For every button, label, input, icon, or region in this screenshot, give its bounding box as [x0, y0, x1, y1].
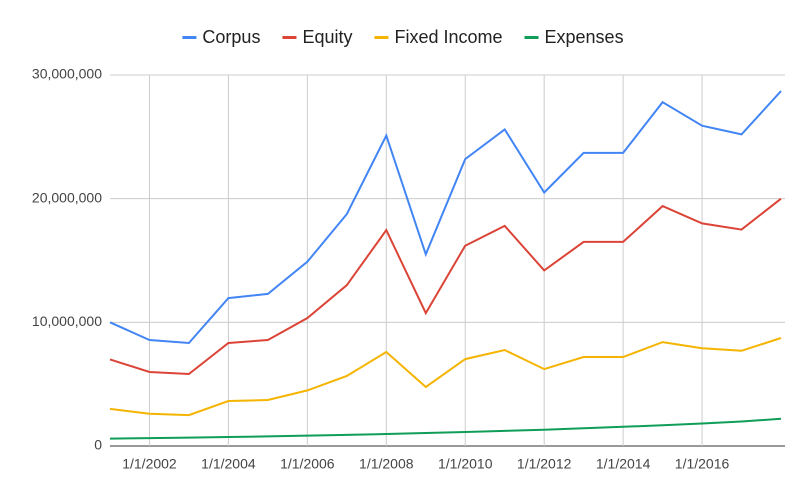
x-tick-label: 1/1/2002 — [122, 456, 177, 472]
series-line — [109, 417, 782, 440]
legend-label: Expenses — [545, 27, 624, 47]
x-tick-label: 1/1/2008 — [359, 456, 414, 472]
x-tick-label: 1/1/2004 — [201, 456, 256, 472]
x-tick-label: 1/1/2016 — [675, 456, 730, 472]
x-tick-label: 1/1/2014 — [596, 456, 651, 472]
series-line — [109, 90, 782, 345]
legend-swatch — [282, 36, 297, 39]
x-tick-label: 1/1/2012 — [517, 456, 572, 472]
y-tick-label: 20,000,000 — [32, 189, 102, 205]
legend-swatch — [524, 36, 539, 39]
series-line — [109, 197, 782, 376]
legend-swatch — [374, 36, 389, 39]
x-tick-label: 1/1/2010 — [438, 456, 493, 472]
series-line — [109, 337, 782, 417]
legend-label: Fixed Income — [394, 27, 502, 47]
legend-swatch — [182, 36, 197, 39]
legend-label: Equity — [302, 27, 352, 47]
legend-label: Corpus — [202, 27, 260, 47]
y-tick-label: 0 — [94, 437, 102, 453]
y-tick-label: 10,000,000 — [32, 313, 102, 329]
y-tick-label: 30,000,000 — [32, 66, 102, 82]
legend: Corpus Equity Fixed Income Expenses — [182, 27, 624, 47]
x-tick-label: 1/1/2006 — [280, 456, 335, 472]
